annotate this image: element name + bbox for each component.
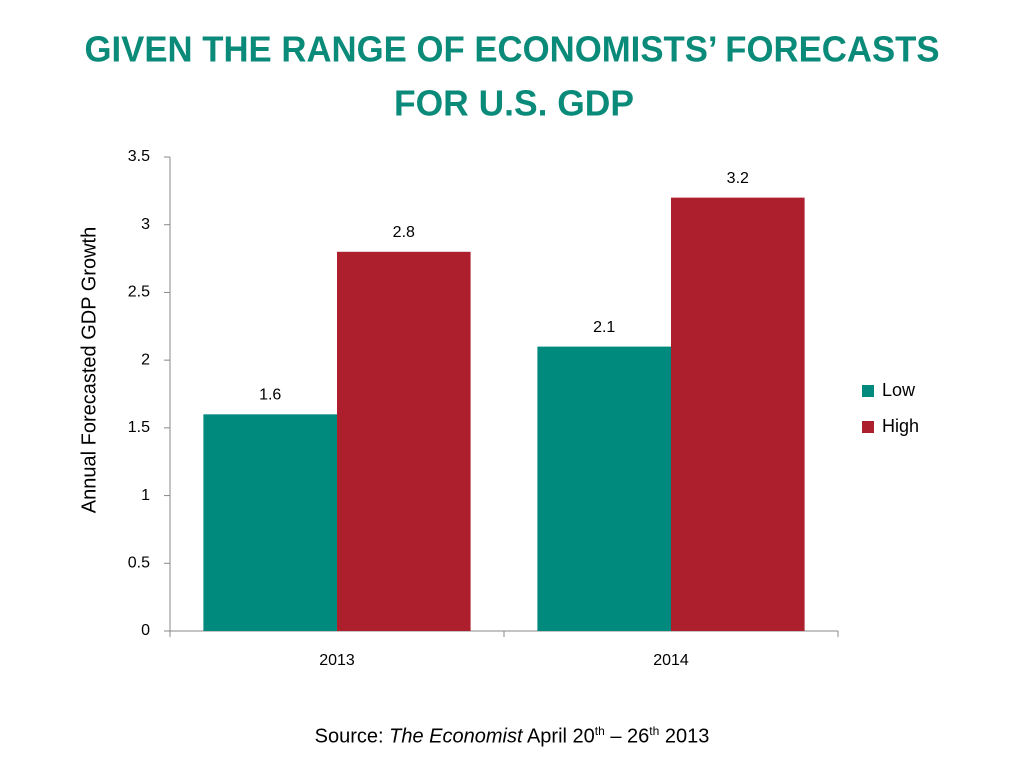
source-note: Source: The Economist April 20th – 26th … [0, 724, 1024, 749]
data-label: 2.8 [393, 224, 415, 241]
chart-title: GIVEN THE RANGE OF ECONOMISTS’ FORECASTS [85, 29, 940, 70]
y-tick-label: 3.5 [128, 148, 150, 165]
source-date: April 20 [526, 725, 595, 748]
y-axis-label: Annual Forecasted GDP Growth [78, 227, 100, 513]
y-tick-label: 1 [141, 487, 150, 504]
data-label: 3.2 [727, 170, 749, 187]
source-separator: – [610, 725, 622, 748]
data-label: 1.6 [259, 387, 281, 404]
source-label: Source: [314, 725, 384, 748]
legend-label: High [882, 416, 919, 436]
y-tick-label: 0.5 [128, 555, 150, 572]
y-tick-label: 1.5 [128, 419, 150, 436]
bar [337, 251, 471, 632]
chart-title: FOR U.S. GDP [394, 83, 634, 124]
y-tick-label: 2 [141, 351, 150, 368]
y-tick-label: 3 [141, 216, 150, 233]
legend-swatch [862, 385, 874, 397]
legend-label: Low [882, 380, 916, 400]
source-suffix: th [594, 724, 605, 738]
source-suffix: th [649, 724, 660, 738]
bar [203, 414, 337, 631]
data-label: 2.1 [593, 319, 615, 336]
y-tick-label: 2.5 [128, 284, 150, 301]
source-publication: The Economist [389, 725, 523, 748]
x-tick-label: 2014 [653, 652, 689, 669]
y-tick-label: 0 [141, 622, 150, 639]
legend-swatch [862, 421, 874, 433]
bar [537, 346, 671, 631]
source-year: 2013 [664, 725, 710, 748]
source-date: 26 [627, 725, 650, 748]
x-tick-label: 2013 [319, 652, 355, 669]
bar [671, 197, 805, 631]
